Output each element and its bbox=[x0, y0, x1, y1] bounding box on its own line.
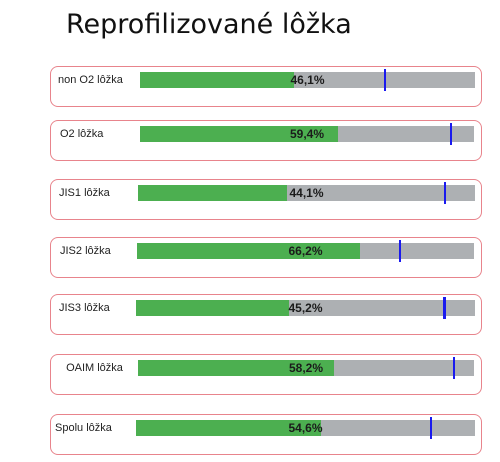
bar-fill bbox=[138, 185, 287, 201]
value-label: 66,2% bbox=[288, 244, 323, 258]
bar-track: 58,2% bbox=[138, 357, 474, 379]
value-label: 44,1% bbox=[289, 186, 324, 200]
bar-fill bbox=[137, 243, 361, 259]
bullet-row: OAIM lôžka 58,2% bbox=[50, 354, 482, 395]
bar-fill bbox=[140, 126, 339, 142]
bullet-row: JIS2 lôžka 66,2% bbox=[50, 237, 482, 278]
bar-fill bbox=[136, 300, 290, 316]
target-marker bbox=[449, 123, 453, 145]
target-marker bbox=[452, 357, 456, 379]
value-label: 58,2% bbox=[288, 361, 324, 375]
target-marker bbox=[443, 182, 447, 204]
value-label: 45,2% bbox=[288, 301, 323, 315]
row-label: non O2 lôžka bbox=[58, 74, 123, 86]
bar-track: 59,4% bbox=[140, 123, 474, 145]
value-label: 54,6% bbox=[288, 421, 323, 435]
bar-fill bbox=[140, 72, 295, 88]
bullet-row: Spolu lôžka 54,6% bbox=[50, 414, 482, 455]
value-label: 46,1% bbox=[290, 73, 325, 87]
bar-fill bbox=[138, 360, 334, 376]
row-label: JIS3 lôžka bbox=[59, 302, 110, 314]
row-label: OAIM lôžka bbox=[66, 362, 123, 374]
bullet-row: JIS1 lôžka 44,1% bbox=[50, 179, 482, 220]
bar-track: 44,1% bbox=[138, 182, 475, 204]
row-label: JIS2 lôžka bbox=[60, 245, 111, 257]
row-label: O2 lôžka bbox=[60, 128, 104, 140]
target-marker bbox=[429, 417, 433, 439]
bullet-row: O2 lôžka 59,4% bbox=[50, 120, 482, 161]
page-title: Reprofilizované lôžka bbox=[66, 9, 352, 40]
bullet-row: non O2 lôžka 46,1% bbox=[50, 66, 482, 107]
bar-track: 46,1% bbox=[140, 69, 475, 91]
row-label: JIS1 lôžka bbox=[59, 187, 110, 199]
bar-track: 66,2% bbox=[137, 240, 474, 262]
target-marker bbox=[398, 240, 402, 262]
value-label: 59,4% bbox=[289, 127, 325, 141]
bar-track: 45,2% bbox=[136, 297, 475, 319]
bar-fill bbox=[136, 420, 322, 436]
bullet-row: JIS3 lôžka 45,2% bbox=[50, 294, 482, 335]
row-label: Spolu lôžka bbox=[55, 422, 112, 434]
target-marker bbox=[383, 69, 387, 91]
bar-track: 54,6% bbox=[136, 417, 475, 439]
target-marker bbox=[443, 297, 446, 319]
